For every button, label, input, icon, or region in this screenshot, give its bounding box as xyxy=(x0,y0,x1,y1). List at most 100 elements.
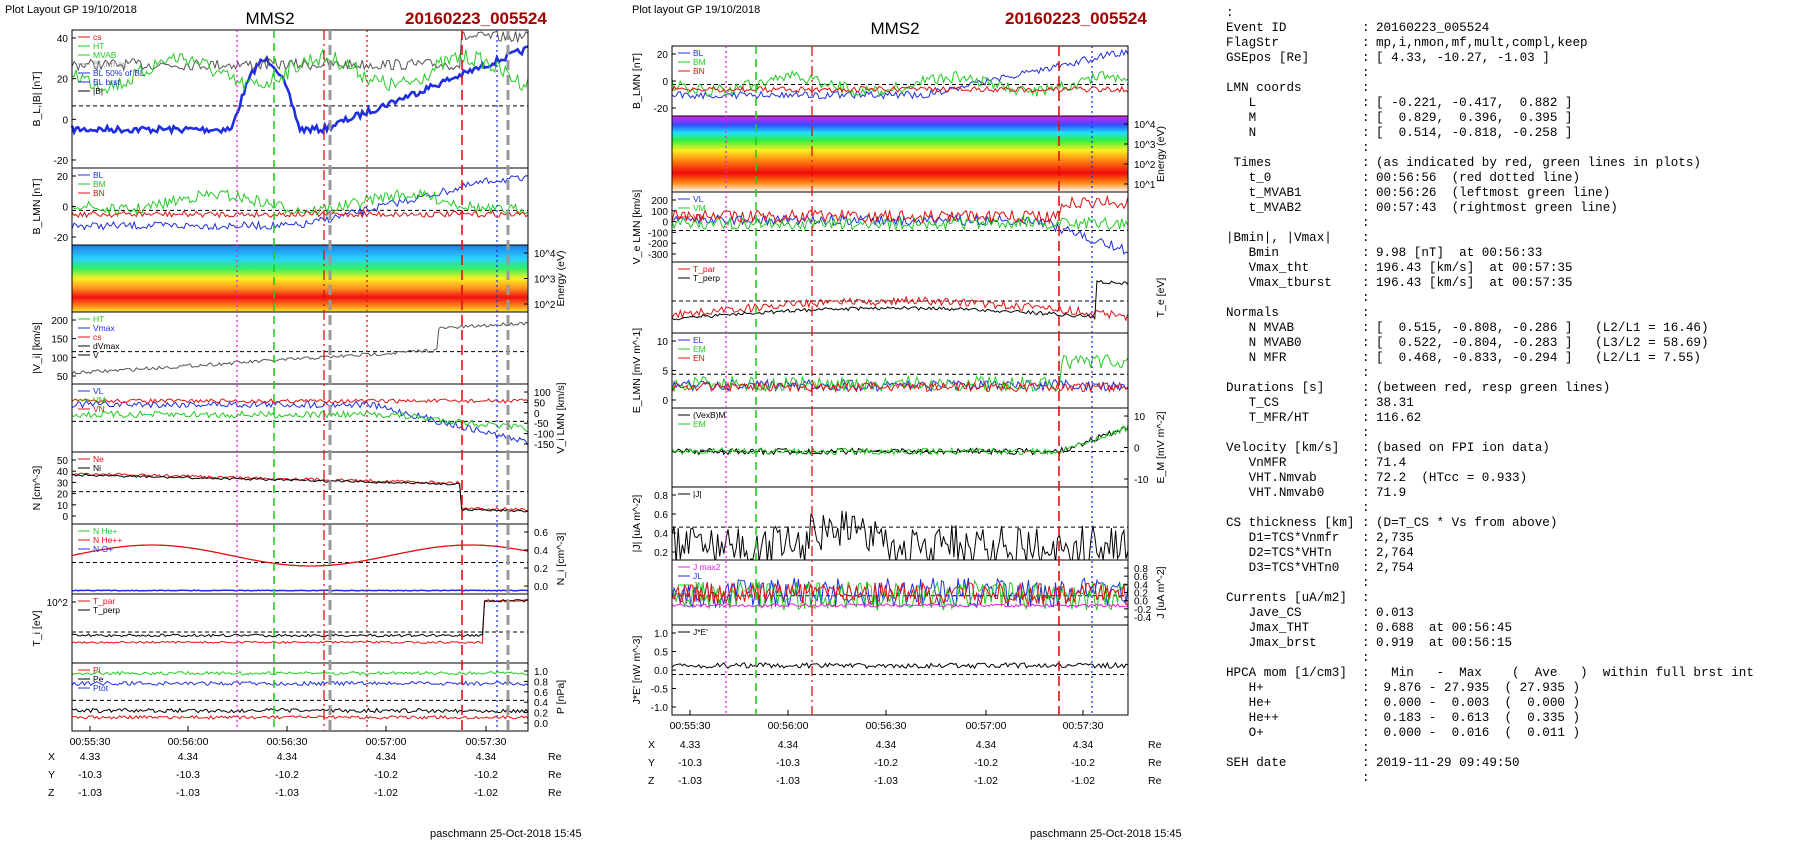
y-tick-label: 0.0 xyxy=(1134,597,1148,608)
info-key: N MFR xyxy=(1226,351,1287,365)
legend-entry: |B| xyxy=(93,86,103,96)
info-sep: : xyxy=(1362,96,1370,110)
y-axis-label: B_L,|B| [nT] xyxy=(31,71,43,126)
info-sep: : xyxy=(1362,141,1370,155)
y-tick-label: 0.0 xyxy=(534,719,548,730)
y-tick-label: 0.8 xyxy=(1134,564,1148,575)
x-tick-label: 00:55:30 xyxy=(70,736,111,748)
left-header-right: 20160223_005524 xyxy=(405,9,547,28)
y-tick-label: 10^3 xyxy=(1134,140,1156,151)
y-tick-label: -100 xyxy=(648,228,668,239)
legend-entry: JN xyxy=(693,589,703,599)
legend-entry: Ne xyxy=(93,454,104,464)
info-sep: : xyxy=(1362,441,1370,455)
info-sep: : xyxy=(1362,306,1370,320)
info-sep: : xyxy=(1362,126,1370,140)
y-tick-label: 5 xyxy=(662,367,668,378)
left-header-mid: MMS2 xyxy=(245,9,294,28)
table-cell: -10.2 xyxy=(974,757,998,769)
info-sep: : xyxy=(1362,711,1370,725)
info-value: 196.43 [km/s] at 00:57:35 xyxy=(1376,276,1573,290)
series-line-1 xyxy=(71,707,529,714)
info-row: VHT.Nmvab0:71.9 xyxy=(1226,486,1796,501)
y-axis-label: Energy (eV) xyxy=(1155,126,1167,182)
series-line-0 xyxy=(71,400,529,446)
legend-entry: Pe xyxy=(93,674,104,684)
info-key: Bmin xyxy=(1226,246,1279,260)
info-value: 2019-11-29 09:49:50 xyxy=(1376,756,1520,770)
info-row: : xyxy=(1226,426,1796,441)
info-row: : xyxy=(1226,741,1796,756)
x-tick-label: 00:57:30 xyxy=(466,736,507,748)
y-tick-label: 0.8 xyxy=(534,677,548,688)
y-tick-label: 1.0 xyxy=(654,629,668,640)
info-sep: : xyxy=(1362,576,1370,590)
panel-bg xyxy=(72,452,528,524)
info-row: SEH date:2019-11-29 09:49:50 xyxy=(1226,756,1796,771)
table-unit: Re xyxy=(1148,775,1162,787)
info-key: t_0 xyxy=(1226,171,1272,185)
series-line-1 xyxy=(71,30,529,72)
y-axis-label: J*E' [nW m^-3] xyxy=(631,636,643,705)
info-value: 71.9 xyxy=(1376,486,1407,500)
info-row: VHT.Nmvab:72.2 (HTcc = 0.933) xyxy=(1226,471,1796,486)
table-cell: 4.34 xyxy=(976,739,997,751)
info-key: T_CS xyxy=(1226,396,1279,410)
y-tick-label: 10^2 xyxy=(1134,160,1156,171)
info-row: Bmin:9.98 [nT] at 00:56:33 xyxy=(1226,246,1796,261)
series-line-0 xyxy=(71,680,529,687)
table-cell: -10.2 xyxy=(374,769,398,781)
info-value: 0.013 xyxy=(1376,606,1414,620)
table-cell: 4.34 xyxy=(778,739,799,751)
legend-entry: J*E' xyxy=(693,627,708,637)
table-cell: 4.34 xyxy=(277,751,298,763)
panel-bg xyxy=(672,46,1128,116)
y-tick-label: -1.0 xyxy=(651,703,669,714)
info-value: [ 0.522, -0.804, -0.283 ] (L3/L2 = 58.69… xyxy=(1376,336,1709,350)
info-sep: : xyxy=(1362,291,1370,305)
info-sep: : xyxy=(1362,651,1370,665)
info-sep: : xyxy=(1362,771,1370,785)
info-sep: : xyxy=(1362,201,1370,215)
info-row: Velocity [km/s]: (based on FPI ion data) xyxy=(1226,441,1796,456)
y-axis-label: B_LMN [nT] xyxy=(31,178,43,234)
table-row-label: X xyxy=(48,751,55,763)
legend-entry: VM xyxy=(93,395,106,405)
y-tick-label: 0 xyxy=(534,409,540,420)
legend-entry: HT xyxy=(93,41,104,51)
legend-entry: T_perp xyxy=(93,605,120,615)
y-tick-label: 0.0 xyxy=(534,582,548,593)
info-value: [ 0.515, -0.808, -0.286 ] (L2/L1 = 16.46… xyxy=(1376,321,1709,335)
table-cell: -1.03 xyxy=(874,775,898,787)
y-tick-label: 0 xyxy=(62,512,68,523)
info-value: [ 0.514, -0.818, -0.258 ] xyxy=(1376,126,1573,140)
legend-entry: Ni xyxy=(93,463,101,473)
info-row: D3=TCS*VHTn0:2,754 xyxy=(1226,561,1796,576)
info-key: Vmax_tburst xyxy=(1226,276,1332,290)
panel-bg xyxy=(72,524,528,594)
info-value: 00:56:26 (leftmost green line) xyxy=(1376,186,1611,200)
y-axis-label: V_e LMN [km/s] xyxy=(631,190,643,265)
info-key: D1=TCS*Vnmfr xyxy=(1226,531,1340,545)
info-sep: : xyxy=(1362,501,1370,515)
mid-panels: 200-20B_LMN [nT] BLBMBN10^410^310^210^1En… xyxy=(631,45,1167,716)
info-row: L: [ -0.221, -0.417, 0.882 ] xyxy=(1226,96,1796,111)
info-key: T_MFR/HT xyxy=(1226,411,1310,425)
table-cell: -1.02 xyxy=(974,775,998,787)
info-key: M xyxy=(1226,111,1257,125)
y-axis-label: T_e [eV] xyxy=(1155,278,1167,318)
table-cell: 4.34 xyxy=(178,751,199,763)
info-sep: : xyxy=(1362,381,1370,395)
y-tick-label: 50 xyxy=(57,456,69,467)
y-axis-label: |J| [uA m^-2] xyxy=(631,495,643,553)
mid-time-ticks: 00:55:30 00:56:00 00:56:30 00:57:00 00:57:30 xyxy=(670,710,1104,732)
info-sep: : xyxy=(1362,396,1370,410)
table-cell: 4.34 xyxy=(376,751,397,763)
legend-entry: (VexB)M xyxy=(693,410,726,420)
legend-entry: N O+ xyxy=(93,544,113,554)
